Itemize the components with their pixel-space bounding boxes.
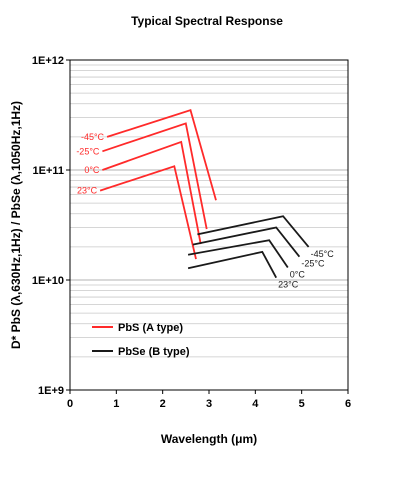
- pbs-series-line: [99, 165, 197, 260]
- pbse-series-line: [197, 215, 310, 248]
- y-tick-label: 1E+12: [32, 55, 64, 67]
- pbse-series-line: [187, 239, 289, 269]
- y-axis-title: D* PbS (λ,630Hz,1Hz) / PbSe (λ,1050Hz,1H…: [9, 101, 23, 349]
- x-tick-label: 5: [299, 398, 305, 410]
- x-axis-title: Wavelength (μm): [161, 432, 257, 446]
- y-tick-label: 1E+11: [32, 165, 64, 177]
- pbs-series-line: [106, 109, 217, 201]
- x-tick-label: 3: [206, 398, 212, 410]
- legend-label-pbs: PbS (A type): [118, 322, 183, 334]
- y-tick-label: 1E+9: [38, 385, 64, 397]
- pbs-series-label: 23°C: [77, 186, 98, 196]
- x-tick-label: 4: [252, 398, 259, 410]
- legend: PbS (A type) PbSe (B type): [92, 322, 190, 358]
- pbse-series-line: [187, 250, 277, 279]
- pbse-series-label: 0°C: [290, 269, 306, 279]
- y-axis-ticks: 1E+9 1E+10 1E+11 1E+12: [32, 55, 70, 397]
- pbs-series-line: [102, 122, 208, 230]
- pbs-series-label: -25°C: [76, 146, 100, 156]
- x-tick-label: 1: [113, 398, 119, 410]
- series-labels: -45°C-25°C0°C23°C-45°C-25°C0°C23°C: [76, 132, 334, 290]
- pbse-series-label: -25°C: [301, 259, 325, 269]
- x-tick-label: 0: [67, 398, 73, 410]
- pbs-series-line: [102, 140, 202, 245]
- y-tick-label: 1E+10: [32, 275, 64, 287]
- grid-lines: [70, 64, 348, 391]
- pbs-series-label: 0°C: [84, 165, 100, 175]
- pbse-series-label: 23°C: [278, 280, 299, 290]
- pbs-series-label: -45°C: [81, 132, 105, 142]
- pbse-series-line: [192, 226, 301, 258]
- chart-title: Typical Spectral Response: [131, 14, 283, 28]
- x-axis-ticks: 0 1 2 3 4 5 6: [67, 390, 351, 410]
- plot-frame: [69, 59, 349, 391]
- series-lines: [99, 109, 310, 279]
- pbse-series-label: -45°C: [311, 249, 335, 259]
- x-tick-label: 6: [345, 398, 351, 410]
- x-tick-label: 2: [160, 398, 166, 410]
- legend-label-pbse: PbSe (B type): [118, 346, 190, 358]
